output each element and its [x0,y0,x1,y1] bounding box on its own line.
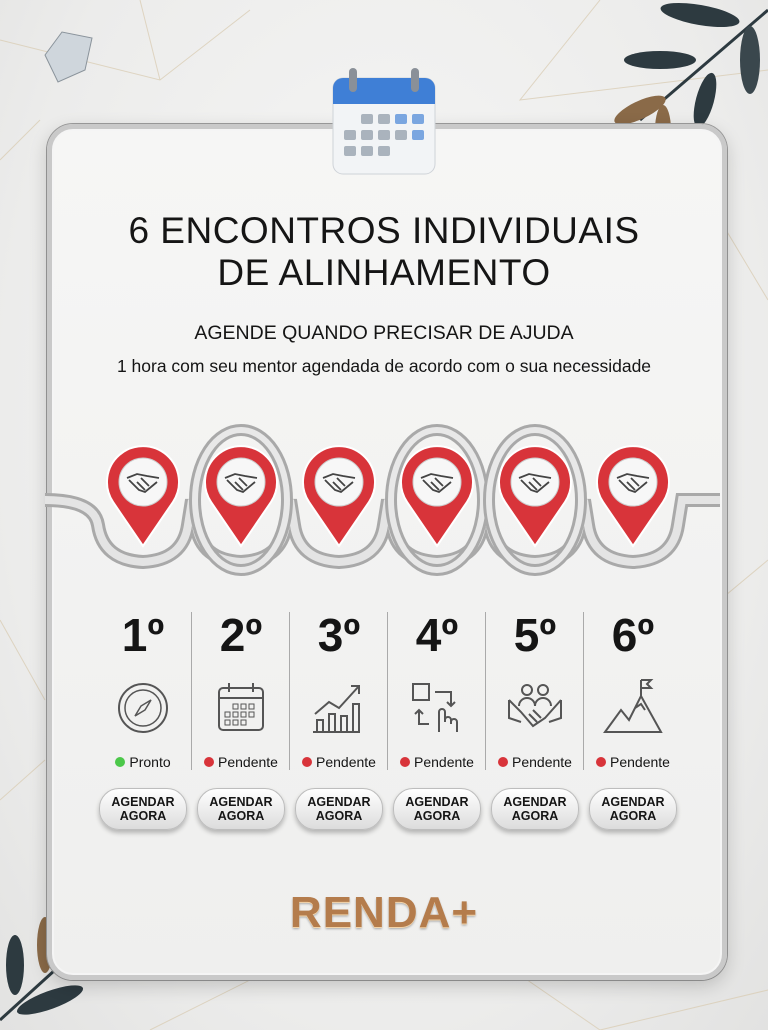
page-title: 6 ENCONTROS INDIVIDUAIS DE ALINHAMENTO [0,210,768,294]
step-1: 1º Pronto AGENDAR AGORA [94,610,192,830]
status-dot [498,757,509,767]
step-number: 2º [219,609,263,661]
divider [289,612,290,770]
calendar-icon [218,683,264,731]
step-4: 4º Pendente AGENDAR AGORA [388,610,486,830]
divider [191,612,192,770]
schedule-now-button[interactable]: AGENDAR AGORA [393,788,481,830]
step-5: 5º Pendente AGENDAR AGORA [486,610,584,830]
step-number: 4º [415,609,459,661]
track-loop-highlight [486,427,584,573]
track-loop-highlight [192,427,290,573]
step-6: 6º Pendente AGENDAR AGORA [584,610,682,830]
step-number: 5º [513,609,557,661]
title-line: 6 ENCONTROS INDIVIDUAIS [128,210,640,251]
divider [485,612,486,770]
handshake-icon [420,473,454,494]
handshake-icon [616,473,650,494]
status-label: Pendente [512,754,572,770]
status-label: Pendente [414,754,474,770]
handshake-icon [518,473,552,494]
compass-icon [118,683,168,733]
description: 1 hora com seu mentor agendada de acordo… [116,356,652,376]
handshake-icon [224,473,258,494]
schedule-now-button[interactable]: AGENDAR AGORA [197,788,285,830]
schedule-now-button[interactable]: AGENDAR AGORA [589,788,677,830]
status-badge: Pendente [192,754,290,770]
mountain-flag-icon [603,679,663,733]
status-label: Pendente [316,754,376,770]
status-badge: Pendente [584,754,682,770]
location-pin [204,445,278,548]
leaf-branch-icon [614,2,768,155]
status-dot [400,757,411,767]
status-dot [115,757,126,767]
schedule-now-button[interactable]: AGENDAR AGORA [99,788,187,830]
status-label: Pendente [218,754,278,770]
status-dot [302,757,313,767]
status-label: Pronto [129,754,171,770]
step-number: 3º [317,609,361,661]
status-dot [204,757,215,767]
status-badge: Pendente [290,754,388,770]
subtitle: AGENDE QUANDO PRECISAR DE AJUDA [194,322,574,344]
timeline-track [44,424,720,576]
handshake-icon [322,473,356,494]
location-pin [302,445,376,548]
status-label: Pendente [610,754,670,770]
status-badge: Pendente [486,754,584,770]
divider [387,612,388,770]
title-line: DE ALINHAMENTO [217,252,551,293]
brand-logo: RENDA+ [289,888,479,937]
location-pin [106,445,180,548]
schedule-now-button[interactable]: AGENDAR AGORA [295,788,383,830]
growth-chart-icon [313,685,360,733]
divider [583,612,584,770]
step-2: 2º Pendente AGENDAR AGORA [192,610,290,830]
handshake-icon [126,473,160,494]
schedule-now-button[interactable]: AGENDAR AGORA [491,788,579,830]
status-badge: Pronto [94,754,192,770]
location-pin [498,445,572,548]
location-pin [596,445,670,548]
partnership-icon [508,684,562,728]
step-number: 6º [611,609,655,661]
step-3: 3º Pendente AGENDAR AGORA [290,610,388,830]
status-dot [596,757,607,767]
crystal-icon [44,31,93,83]
calendar-icon [332,68,436,175]
process-click-icon [412,683,458,732]
location-pin [400,445,474,548]
step-number: 1º [121,609,165,661]
status-badge: Pendente [388,754,486,770]
